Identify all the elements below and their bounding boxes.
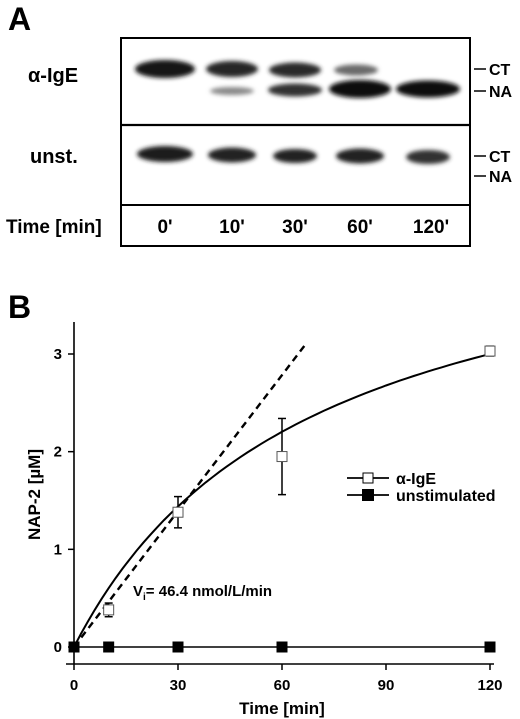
band-aige-na-60 — [329, 80, 391, 98]
x-tick-label: 120 — [477, 677, 502, 694]
band-aige-ct-60 — [334, 64, 378, 76]
time-point-10: 10' — [219, 217, 245, 238]
western-blot — [120, 37, 471, 247]
band-aige-na-120 — [396, 80, 460, 98]
row-label-aige: α-IgE — [28, 65, 78, 87]
na-label-bottom: NA — [489, 169, 513, 186]
legend-label-unstimulated: unstimulated — [396, 488, 496, 505]
band-aige-ct-10 — [206, 61, 258, 77]
y-tick-label: 2 — [54, 444, 62, 461]
ct-label-bottom: CT — [489, 149, 511, 166]
legend-label-alpha-ige: α-IgE — [396, 471, 436, 488]
y-tick-label: 1 — [54, 541, 62, 558]
x-tick-label: 90 — [378, 677, 395, 694]
unstimulated-point — [68, 641, 80, 653]
ct-label-top: CT — [489, 62, 511, 79]
band-aige-na-30 — [268, 83, 322, 97]
band-aige-ct-30 — [269, 62, 321, 78]
y-tick-label: 3 — [54, 346, 62, 363]
aige-na-bands — [210, 80, 460, 98]
band-unst-ct-30 — [273, 149, 317, 163]
band-markers: CT NA CT NA — [474, 62, 513, 186]
alpha-ige-point — [172, 506, 184, 518]
unstimulated-point — [103, 641, 115, 653]
x-tick-label: 60 — [274, 677, 291, 694]
row-label-unst: unst. — [30, 146, 78, 168]
time-point-60: 60' — [347, 217, 373, 238]
unstimulated-point — [484, 641, 496, 653]
time-points: 0' 10' 30' 60' 120' — [157, 217, 449, 238]
unstimulated-point — [276, 641, 288, 653]
band-unst-ct-120 — [406, 150, 450, 164]
initial-rate-dashed-line — [73, 342, 308, 648]
unstimulated-point — [172, 641, 184, 653]
band-unst-ct-0 — [137, 146, 193, 162]
x-tick-label: 0 — [70, 677, 78, 694]
rate-annotation: Vi= 46.4 nmol/L/min — [133, 583, 272, 603]
panel-a-letter: A — [8, 1, 31, 37]
aige-ct-bands — [135, 60, 378, 78]
alpha-ige-point — [103, 604, 115, 616]
data-series — [68, 345, 496, 653]
band-unst-ct-60 — [336, 148, 384, 164]
time-point-30: 30' — [282, 217, 308, 238]
alpha-ige-point — [276, 451, 288, 463]
legend-marker-unstimulated — [362, 489, 374, 501]
kinetics-chart: 0 30 60 90 120 0 1 2 3 Time [min] NAP-2 [µM] α-… — [25, 322, 503, 718]
unst-ct-bands — [137, 146, 450, 164]
x-tick-label: 30 — [170, 677, 187, 694]
x-ticks: 0 30 60 90 120 — [70, 664, 503, 694]
band-aige-na-10 — [210, 87, 254, 95]
time-point-0: 0' — [157, 217, 172, 238]
na-label-top: NA — [489, 84, 513, 101]
band-aige-ct-0 — [135, 60, 195, 78]
x-axis-title: Time [min] — [239, 699, 325, 718]
y-axis-title: NAP-2 [µM] — [25, 449, 44, 540]
legend-marker-alpha-ige — [362, 472, 374, 484]
band-unst-ct-10 — [208, 147, 256, 163]
y-tick-label: 0 — [54, 639, 62, 656]
chart-axes — [66, 322, 494, 665]
time-header: Time [min] — [6, 217, 102, 238]
time-point-120: 120' — [413, 217, 449, 238]
y-ticks: 0 1 2 3 — [54, 346, 74, 656]
panel-b-letter: B — [8, 289, 31, 325]
alpha-ige-point — [484, 345, 496, 357]
